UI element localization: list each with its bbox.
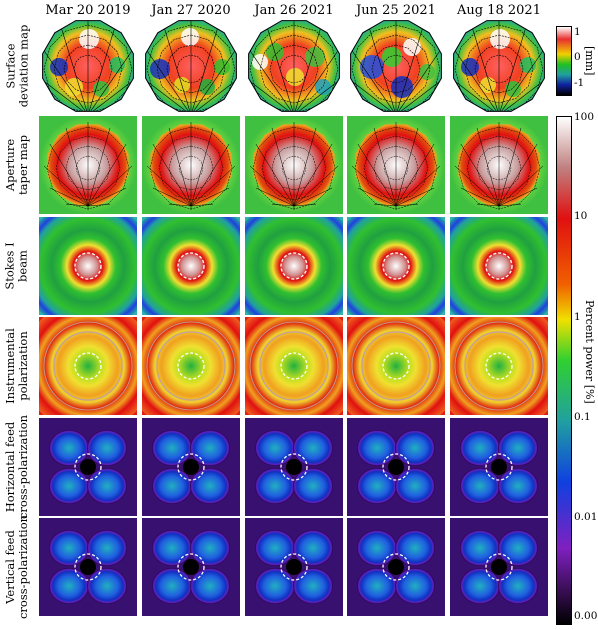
surface-colorbar-tick: 0 <box>574 51 581 63</box>
hfeed-map <box>450 418 548 516</box>
surface-colorbar <box>556 26 572 96</box>
stokes-map <box>142 217 240 315</box>
row-label-aperture: Aperture taper map <box>0 116 34 214</box>
stokes-map <box>39 217 137 315</box>
hfeed-map <box>245 418 343 516</box>
panel-stokes-3 <box>347 217 445 315</box>
panel-surface-1 <box>142 17 240 115</box>
panel-aperture-1 <box>142 116 240 214</box>
panel-vfeed-3 <box>347 518 445 616</box>
panel-surface-2 <box>245 17 343 115</box>
row-label-surface: Surface deviation map <box>0 17 34 115</box>
panel-instpol-1 <box>142 317 240 415</box>
panel-vfeed-4 <box>450 518 548 616</box>
panel-aperture-4 <box>450 116 548 214</box>
row-label-line: cross-polarization <box>16 414 30 520</box>
instpol-map <box>347 317 445 415</box>
power-colorbar-tick: 0.1 <box>574 411 591 423</box>
panel-aperture-2 <box>245 116 343 214</box>
panel-stokes-1 <box>142 217 240 315</box>
panel-aperture-0 <box>39 116 137 214</box>
instpol-map <box>450 317 548 415</box>
panel-instpol-0 <box>39 317 137 415</box>
aperture-map <box>347 116 445 214</box>
row-label-line: Surface <box>3 43 18 89</box>
power-colorbar-tick: 0.001 <box>574 610 598 622</box>
panel-aperture-3 <box>347 116 445 214</box>
row-label-line: Vertical feed <box>3 530 17 604</box>
hfeed-map <box>142 418 240 516</box>
row-label-line: deviation map <box>16 24 31 108</box>
panel-stokes-2 <box>245 217 343 315</box>
surface-colorbar-label: [mm] <box>583 46 596 76</box>
column-title: Aug 18 2021 <box>457 3 541 18</box>
aperture-map <box>39 116 137 214</box>
power-colorbar-tick: 1 <box>574 311 581 323</box>
surface-map <box>248 20 340 112</box>
vfeed-map <box>245 518 343 616</box>
aperture-map <box>142 116 240 214</box>
surface-map <box>453 20 545 112</box>
row-label-line: beam <box>16 250 30 282</box>
hfeed-map <box>39 418 137 516</box>
panel-stokes-0 <box>39 217 137 315</box>
panel-instpol-2 <box>245 317 343 415</box>
instpol-map <box>39 317 137 415</box>
surface-map <box>145 20 237 112</box>
power-colorbar-label: Percent power [%] <box>583 300 596 404</box>
power-colorbar-tick: 10 <box>574 210 588 222</box>
panel-vfeed-2 <box>245 518 343 616</box>
panel-instpol-4 <box>450 317 548 415</box>
stokes-map <box>245 217 343 315</box>
vfeed-map <box>450 518 548 616</box>
power-colorbar-tick: 0.01 <box>574 511 598 523</box>
vfeed-map <box>142 518 240 616</box>
panel-hfeed-4 <box>450 418 548 516</box>
instpol-map <box>245 317 343 415</box>
panel-vfeed-0 <box>39 518 137 616</box>
vfeed-map <box>347 518 445 616</box>
hfeed-map <box>347 418 445 516</box>
row-label-line: polarization <box>16 331 30 401</box>
vfeed-map <box>39 518 137 616</box>
column-title: Jan 26 2021 <box>254 3 334 18</box>
aperture-map <box>245 116 343 214</box>
panel-hfeed-3 <box>347 418 445 516</box>
panel-surface-4 <box>450 17 548 115</box>
panel-vfeed-1 <box>142 518 240 616</box>
panel-surface-0 <box>39 17 137 115</box>
column-title: Jun 25 2021 <box>356 3 436 18</box>
panel-hfeed-0 <box>39 418 137 516</box>
row-label-line: Horizontal feed <box>3 421 17 513</box>
row-label-instpol: Instrumental polarization <box>0 317 34 415</box>
panel-hfeed-1 <box>142 418 240 516</box>
power-colorbar <box>556 116 572 625</box>
row-label-vfeed: Vertical feed cross-polarization <box>0 514 34 620</box>
column-title: Jan 27 2020 <box>151 3 231 18</box>
surface-colorbar-tick: -1 <box>574 77 585 89</box>
surface-map <box>42 20 134 112</box>
panel-hfeed-2 <box>245 418 343 516</box>
panel-surface-3 <box>347 17 445 115</box>
row-label-line: taper map <box>16 135 31 195</box>
row-label-hfeed: Horizontal feed cross-polarization <box>0 414 34 520</box>
aperture-map <box>450 116 548 214</box>
power-colorbar-tick: 100 <box>574 111 595 123</box>
column-title: Mar 20 2019 <box>45 3 131 18</box>
panel-stokes-4 <box>450 217 548 315</box>
instpol-map <box>142 317 240 415</box>
stokes-map <box>450 217 548 315</box>
row-label-line: cross-polarization <box>16 514 30 620</box>
surface-map <box>350 20 442 112</box>
surface-colorbar-tick: 1 <box>574 26 581 38</box>
stokes-map <box>347 217 445 315</box>
panel-instpol-3 <box>347 317 445 415</box>
